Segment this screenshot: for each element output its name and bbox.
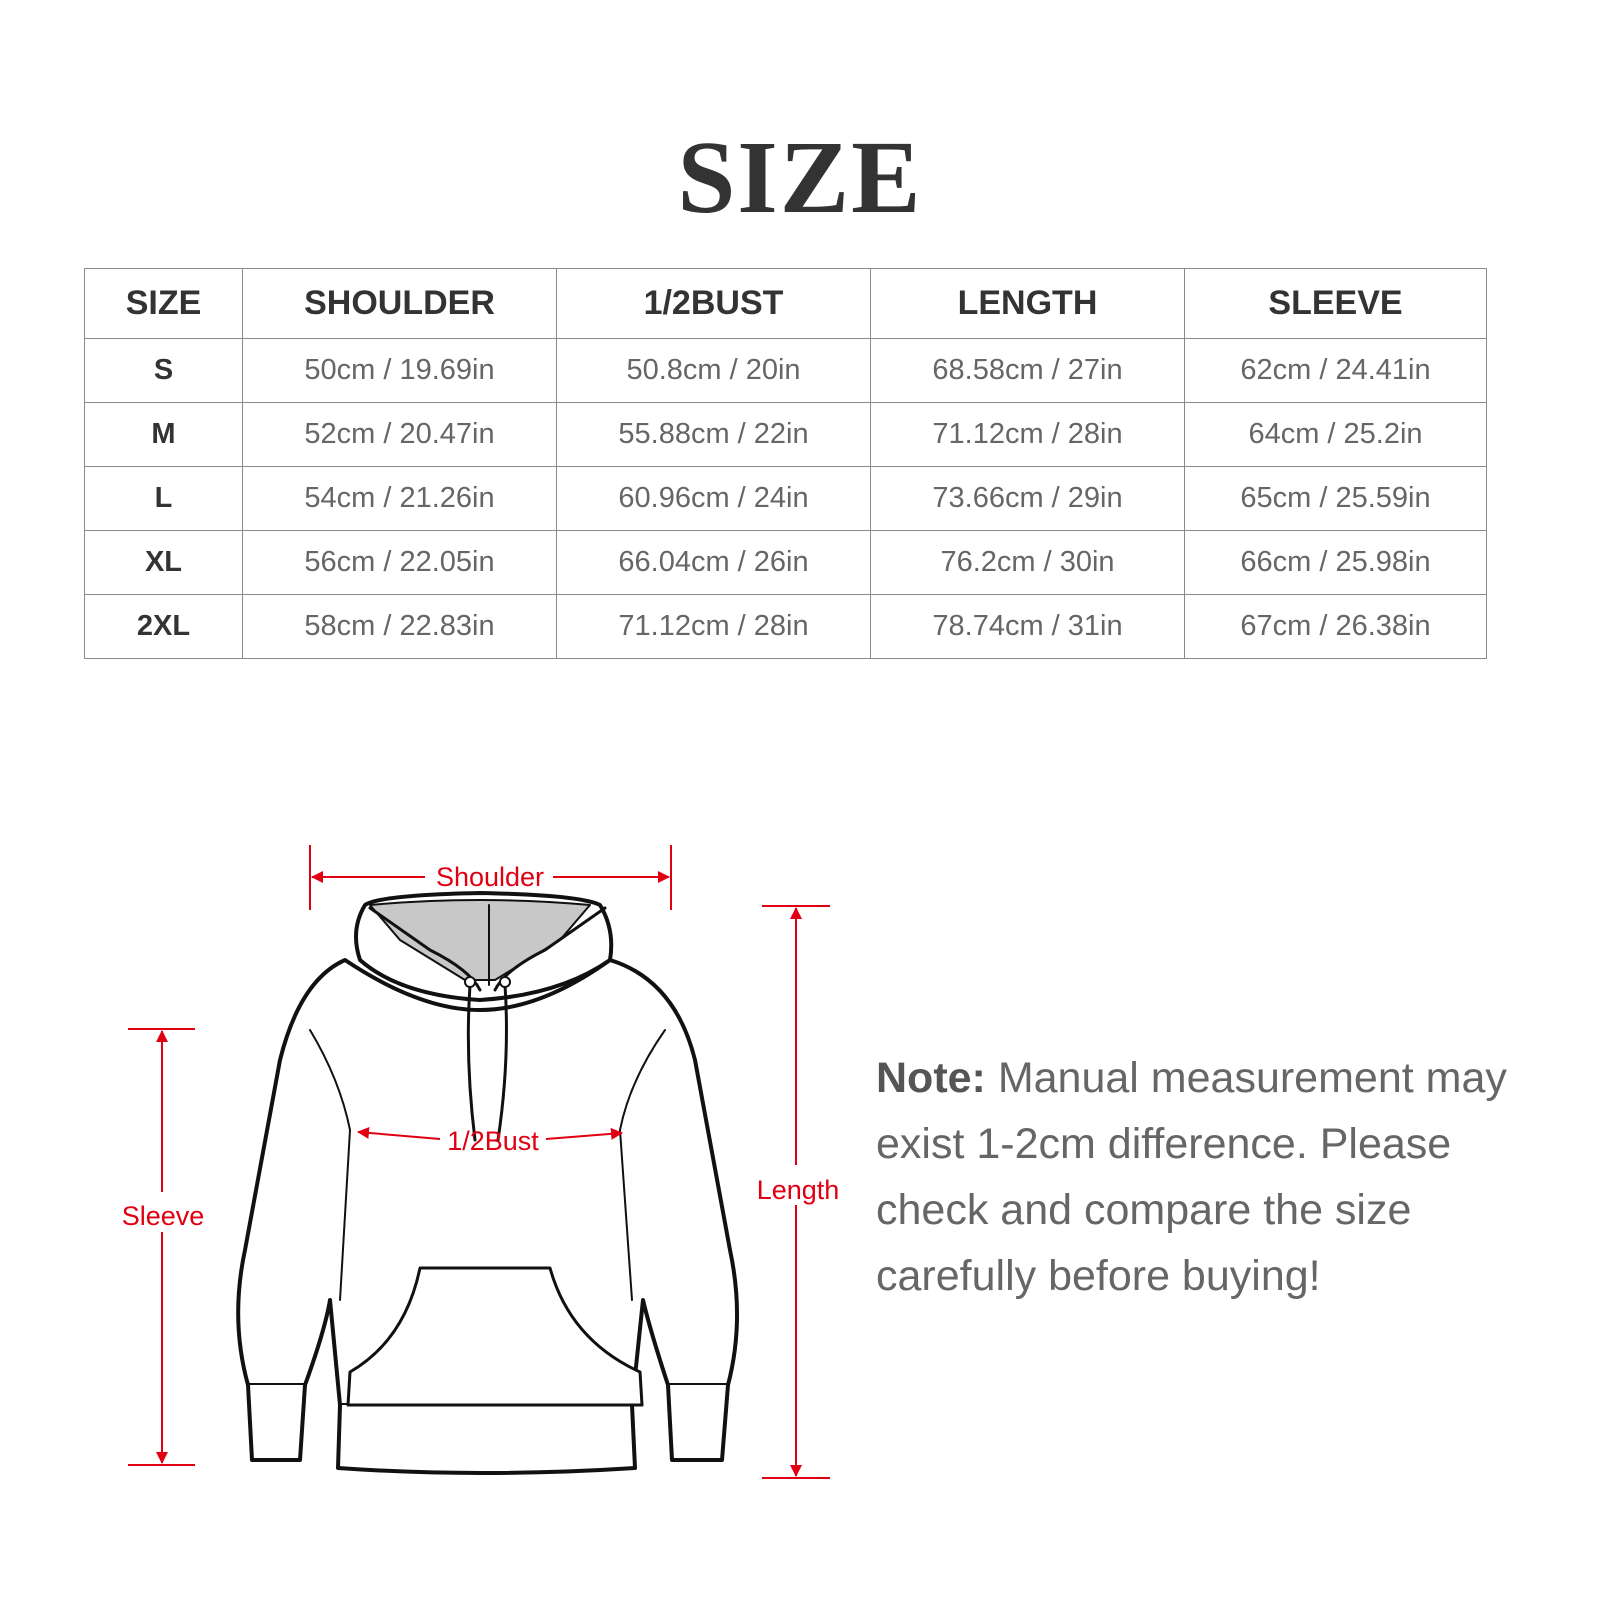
cell-sleeve: 62cm / 24.41in xyxy=(1184,338,1487,403)
cell-bust: 60.96cm / 24in xyxy=(556,466,871,531)
table-row: XL 56cm / 22.05in 66.04cm / 26in 76.2cm / 3… xyxy=(84,530,1487,595)
cell-sleeve: 64cm / 25.2in xyxy=(1184,402,1487,467)
cell-bust: 66.04cm / 26in xyxy=(556,530,871,595)
cell-size: M xyxy=(84,402,243,467)
cell-bust: 55.88cm / 22in xyxy=(556,402,871,467)
cell-shoulder: 58cm / 22.83in xyxy=(242,594,557,659)
length-measure xyxy=(762,905,830,1479)
header-sleeve: SLEEVE xyxy=(1184,268,1487,339)
header-length: LENGTH xyxy=(870,268,1185,339)
cell-length: 73.66cm / 29in xyxy=(870,466,1185,531)
cell-shoulder: 50cm / 19.69in xyxy=(242,338,557,403)
cell-length: 71.12cm / 28in xyxy=(870,402,1185,467)
table-row: M 52cm / 20.47in 55.88cm / 22in 71.12cm / 2… xyxy=(84,402,1487,467)
cell-shoulder: 52cm / 20.47in xyxy=(242,402,557,467)
length-label: Length xyxy=(757,1175,840,1205)
hoodie-outline xyxy=(236,891,739,1475)
shoulder-measure xyxy=(309,845,672,910)
table-row: 2XL 58cm / 22.83in 71.12cm / 28in 78.74cm /… xyxy=(84,594,1487,659)
header-size: SIZE xyxy=(84,268,243,339)
table-row: S 50cm / 19.69in 50.8cm / 20in 68.58cm / 27… xyxy=(84,338,1487,403)
note-text: Manual measurement may exist 1-2cm diffe… xyxy=(876,1054,1507,1300)
cell-sleeve: 65cm / 25.59in xyxy=(1184,466,1487,531)
cell-size: L xyxy=(84,466,243,531)
cell-length: 78.74cm / 31in xyxy=(870,594,1185,659)
cell-size: 2XL xyxy=(84,594,243,659)
cell-sleeve: 66cm / 25.98in xyxy=(1184,530,1487,595)
cell-size: S xyxy=(84,338,243,403)
note-label: Note: xyxy=(876,1054,986,1102)
measurement-note: Note: Manual measurement may exist 1-2cm… xyxy=(876,1045,1516,1309)
sleeve-measure xyxy=(128,1028,195,1466)
cell-bust: 71.12cm / 28in xyxy=(556,594,871,659)
shoulder-label: Shoulder xyxy=(436,862,544,892)
bust-label: 1/2Bust xyxy=(447,1126,539,1156)
bust-measure xyxy=(357,1126,623,1140)
cell-sleeve: 67cm / 26.38in xyxy=(1184,594,1487,659)
cell-bust: 50.8cm / 20in xyxy=(556,338,871,403)
cell-shoulder: 54cm / 21.26in xyxy=(242,466,557,531)
table-row: L 54cm / 21.26in 60.96cm / 24in 73.66cm / 2… xyxy=(84,466,1487,531)
cell-shoulder: 56cm / 22.05in xyxy=(242,530,557,595)
page-title: SIZE xyxy=(677,120,923,235)
header-bust: 1/2BUST xyxy=(556,268,871,339)
size-table: SIZE SHOULDER 1/2BUST LENGTH SLEEVE S 50c… xyxy=(84,268,1487,659)
cell-length: 76.2cm / 30in xyxy=(870,530,1185,595)
sleeve-label: Sleeve xyxy=(122,1201,205,1231)
table-header-row: SIZE SHOULDER 1/2BUST LENGTH SLEEVE xyxy=(84,268,1487,339)
